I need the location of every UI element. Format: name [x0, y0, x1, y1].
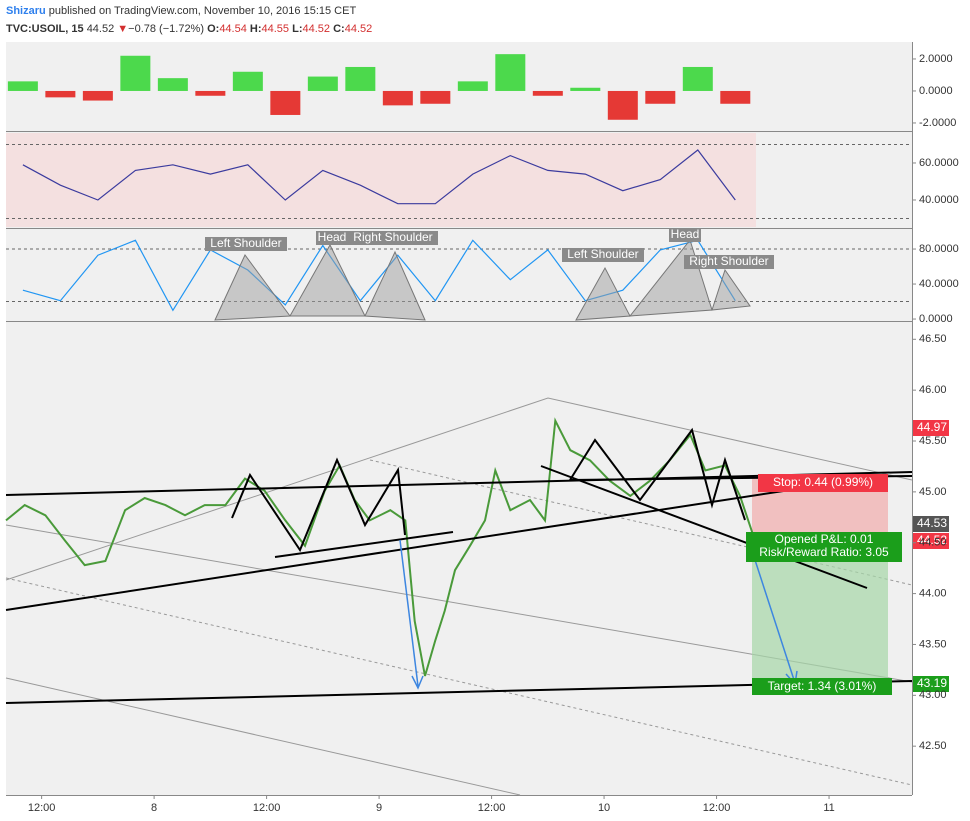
histogram-bar: [495, 54, 526, 91]
y-tick-label: 44.00: [919, 587, 947, 599]
published: published on TradingView.com, November 1…: [49, 5, 357, 17]
histogram-bar: [420, 90, 451, 104]
x-tick-label: 11: [823, 802, 834, 814]
price-tag: 43.19: [917, 676, 947, 690]
histogram-bar: [270, 90, 301, 115]
histogram-bar: [345, 66, 376, 91]
stop-label: Stop: 0.44 (0.99%): [773, 475, 873, 489]
histogram-bar: [195, 90, 226, 96]
h: 44.55: [262, 23, 290, 35]
x-tick-label: 12:00: [253, 802, 281, 814]
price-tag: 44.97: [917, 420, 947, 434]
histogram-bar: [570, 87, 601, 91]
tag-bg: [913, 533, 949, 549]
histogram-bar: [307, 76, 338, 91]
tag-bg: [913, 516, 949, 532]
stoch-annotations: Left Shoulder Head Right Shoulder Left S…: [205, 227, 774, 269]
y-tick-label: 42.50: [919, 740, 947, 752]
y-tick-label: 46.00: [919, 384, 947, 396]
down-arrow: ▼: [117, 23, 128, 35]
change: −0.78 (−1.72%): [128, 23, 204, 35]
histogram-bar: [382, 90, 413, 106]
o: 44.54: [219, 23, 247, 35]
pnl-box: [746, 532, 902, 562]
symbol: TVC:USOIL, 15: [6, 23, 84, 35]
histogram-bar: [532, 90, 563, 96]
histogram-bar: [720, 90, 751, 104]
annotation: Head: [671, 227, 700, 241]
y-tick-label: 45.00: [919, 486, 947, 498]
c: 44.52: [345, 23, 373, 35]
annotation: Left Shoulder: [567, 247, 638, 261]
y-tick-label: 60.0000: [919, 157, 959, 169]
price-tag: 44.53: [917, 516, 947, 530]
tag-bg: [913, 676, 949, 692]
series-line: [22, 149, 736, 205]
histogram-bar: [45, 90, 76, 98]
y-tick-label: 40.0000: [919, 278, 959, 290]
rr-label: Risk/Reward Ratio: 3.05: [759, 545, 889, 559]
y-tick-label: 44.50: [919, 537, 947, 549]
indicator-band: [6, 133, 756, 227]
l: 44.52: [303, 23, 331, 35]
panel-borders: [6, 42, 913, 796]
y-tick-label: 45.50: [919, 435, 947, 447]
histogram-bar: [645, 90, 676, 104]
x-tick-label: 10: [598, 802, 610, 814]
price-tag: 44.52: [917, 533, 947, 547]
annotation-box: [669, 228, 701, 242]
y-tick-label: 2.0000: [919, 53, 953, 65]
x-tick-label: 9: [376, 802, 382, 814]
annotation: Right Shoulder: [353, 230, 432, 244]
annotation: Left Shoulder: [210, 236, 281, 250]
y-tick-label: 43.00: [919, 689, 947, 701]
h-label: H:: [250, 23, 262, 35]
annotation-box: [316, 231, 348, 245]
y-tick-label: 40.0000: [919, 194, 959, 206]
histogram-bar: [157, 78, 188, 91]
pnl-label: Opened P&L: 0.01: [775, 532, 874, 546]
annotation-box: [348, 231, 438, 245]
annotation-box: [205, 237, 287, 251]
price-tags: 44.97 44.53 44.52 43.19: [913, 420, 949, 692]
annotation-box: [562, 248, 644, 262]
histogram-bar: [7, 81, 38, 91]
header-line2: TVC:USOIL, 15 44.52 ▼−0.78 (−1.72%) O:44…: [6, 23, 372, 35]
annotation-box: [684, 255, 774, 269]
y-tick-label: 0.0000: [919, 313, 953, 325]
x-tick-label: 12:00: [478, 802, 506, 814]
series-line: [5, 417, 756, 677]
histogram-bar: [682, 66, 713, 91]
y-tick-label: 0.0000: [919, 85, 953, 97]
x-tick-label: 12:00: [28, 802, 56, 814]
target-box: [752, 678, 892, 695]
target-label: Target: 1.34 (3.01%): [768, 679, 877, 693]
c-label: C:: [333, 23, 345, 35]
histogram-bar: [82, 90, 113, 101]
x-tick-label: 8: [151, 802, 157, 814]
y-tick-label: 80.0000: [919, 243, 959, 255]
histogram-bar: [457, 81, 488, 91]
histogram-bar: [232, 71, 263, 91]
stop-box: [758, 474, 888, 492]
header-line1: Shizaru published on TradingView.com, No…: [6, 5, 356, 17]
annotation: Right Shoulder: [689, 254, 768, 268]
position-labels: Stop: 0.44 (0.99%) Opened P&L: 0.01 Risk…: [746, 474, 902, 695]
x-tick-label: 12:00: [703, 802, 731, 814]
tag-bg: [913, 420, 949, 436]
y-tick-label: -2.0000: [919, 117, 956, 129]
annotation: Head: [318, 230, 347, 244]
last: 44.52: [87, 23, 115, 35]
author: Shizaru: [6, 5, 46, 17]
y-tick-label: 43.50: [919, 638, 947, 650]
histogram-bar: [607, 90, 638, 120]
histogram-bar: [120, 55, 151, 91]
o-label: O:: [207, 23, 219, 35]
y-tick-label: 46.50: [919, 333, 947, 345]
l-label: L:: [292, 23, 302, 35]
